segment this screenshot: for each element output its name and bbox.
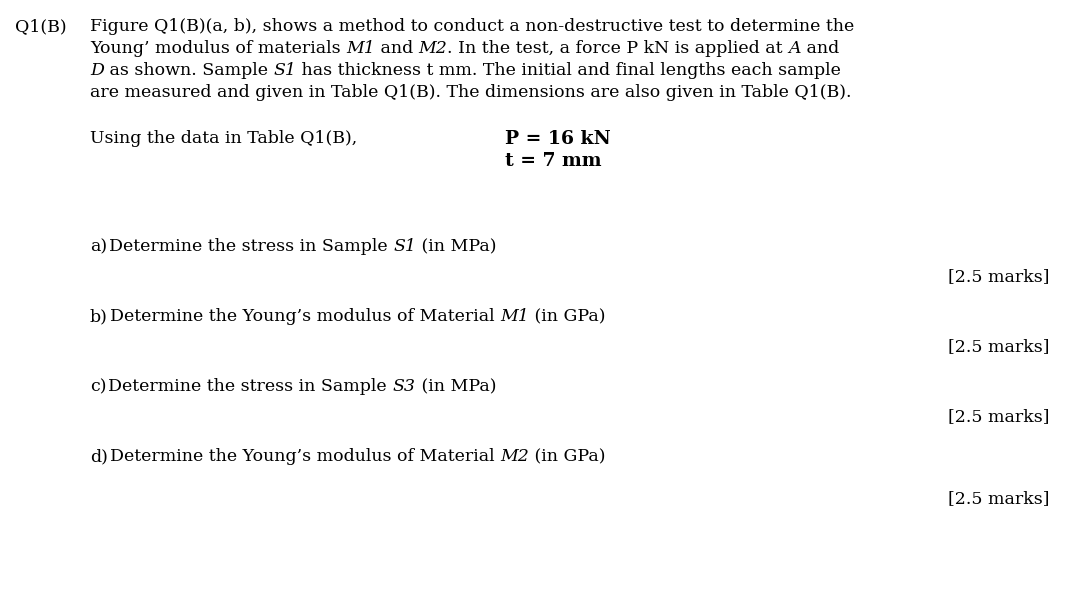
Text: (in MPa): (in MPa) [416,378,496,395]
Text: a): a) [90,238,107,255]
Text: M1: M1 [346,40,375,57]
Text: M2: M2 [500,448,529,465]
Text: [2.5 marks]: [2.5 marks] [948,408,1050,425]
Text: [2.5 marks]: [2.5 marks] [948,490,1050,507]
Text: Figure Q1(B)(a, b), shows a method to conduct a non-destructive test to determin: Figure Q1(B)(a, b), shows a method to co… [90,18,854,35]
Text: [2.5 marks]: [2.5 marks] [948,268,1050,285]
Text: are measured and given in Table Q1(B). The dimensions are also given in Table Q1: are measured and given in Table Q1(B). T… [90,84,851,101]
Text: Determine the stress in Sample: Determine the stress in Sample [108,378,393,395]
Text: A: A [788,40,801,57]
Text: M1: M1 [500,308,529,325]
Text: d): d) [90,448,108,465]
Text: as shown. Sample: as shown. Sample [104,62,273,79]
Text: and: and [801,40,839,57]
Text: S1: S1 [273,62,296,79]
Text: Using the data in Table Q1(B),: Using the data in Table Q1(B), [90,130,357,147]
Text: (in GPa): (in GPa) [529,448,605,465]
Text: Young’ modulus of materials: Young’ modulus of materials [90,40,346,57]
Text: (in MPa): (in MPa) [416,238,497,255]
Text: S3: S3 [393,378,416,395]
Text: P = 16 kN: P = 16 kN [505,130,611,148]
Text: Q1(B): Q1(B) [15,18,67,35]
Text: c): c) [90,378,107,395]
Text: b): b) [90,308,108,325]
Text: and: and [375,40,419,57]
Text: Determine the Young’s modulus of Material: Determine the Young’s modulus of Materia… [110,448,500,465]
Text: S1: S1 [393,238,416,255]
Text: D: D [90,62,104,79]
Text: M2: M2 [419,40,447,57]
Text: . In the test, a force P kN is applied at: . In the test, a force P kN is applied a… [447,40,788,57]
Text: (in GPa): (in GPa) [529,308,605,325]
Text: Determine the Young’s modulus of Material: Determine the Young’s modulus of Materia… [110,308,500,325]
Text: Determine the stress in Sample: Determine the stress in Sample [109,238,393,255]
Text: t = 7 mm: t = 7 mm [505,152,602,170]
Text: [2.5 marks]: [2.5 marks] [948,338,1050,355]
Text: has thickness t mm. The initial and final lengths each sample: has thickness t mm. The initial and fina… [296,62,841,79]
